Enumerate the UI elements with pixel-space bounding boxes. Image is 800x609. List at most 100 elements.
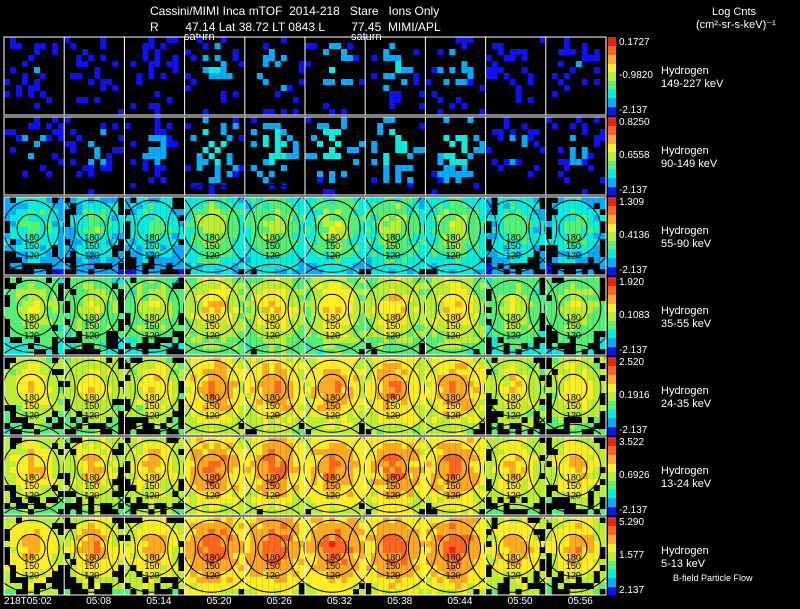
heat-cell xyxy=(40,43,46,49)
heat-cell xyxy=(136,337,143,343)
heat-cell xyxy=(226,437,233,443)
heat-cell xyxy=(329,177,335,183)
heat-cell xyxy=(533,313,540,319)
heat-cell xyxy=(208,289,215,295)
heat-cell xyxy=(256,405,263,411)
heat-cell xyxy=(323,393,329,399)
heat-cell xyxy=(413,509,420,515)
heat-cell xyxy=(503,423,510,429)
heat-cell xyxy=(232,443,239,449)
heat-cell xyxy=(262,399,269,405)
heat-cell xyxy=(335,399,341,405)
heat-cell xyxy=(587,55,594,61)
heat-cell xyxy=(184,301,191,307)
heat-cell xyxy=(220,269,227,275)
heat-cell xyxy=(214,455,221,461)
heat-cell xyxy=(305,503,311,509)
heat-cell xyxy=(425,461,432,467)
heat-cell xyxy=(124,277,131,283)
heat-cell xyxy=(365,369,372,375)
heat-cell xyxy=(329,331,335,337)
heat-cell xyxy=(521,375,528,381)
heat-cell xyxy=(563,369,570,375)
heat-cell xyxy=(22,283,28,289)
heat-cell xyxy=(280,429,287,435)
heat-cell xyxy=(359,227,365,233)
heat-cell xyxy=(527,269,534,275)
heat-cell xyxy=(347,411,353,417)
heat-cell xyxy=(515,209,522,215)
heat-cell xyxy=(130,375,137,381)
heat-cell xyxy=(353,369,359,375)
heat-cell xyxy=(311,423,317,429)
heat-cell xyxy=(503,411,510,417)
heat-cell xyxy=(160,277,167,283)
heat-cell xyxy=(599,233,606,239)
heat-cell xyxy=(455,503,462,509)
heat-cell xyxy=(491,369,498,375)
heat-cell xyxy=(533,129,540,135)
heat-cell xyxy=(40,429,46,435)
heat-cell xyxy=(292,449,299,455)
heat-cell xyxy=(94,393,101,399)
heat-cell xyxy=(100,295,107,301)
heat-cell xyxy=(569,221,576,227)
heat-cell xyxy=(557,239,564,245)
heat-cell xyxy=(82,215,89,221)
heat-cell xyxy=(455,215,462,221)
heat-cell xyxy=(311,337,317,343)
heat-cell xyxy=(317,245,323,251)
heat-cell xyxy=(136,269,143,275)
heat-cell xyxy=(335,263,341,269)
heat-cell xyxy=(148,497,155,503)
heat-cell xyxy=(46,461,52,467)
heat-cell xyxy=(10,147,16,153)
heat-cell xyxy=(389,375,396,381)
heat-cell xyxy=(491,295,498,301)
heat-cell xyxy=(250,331,257,337)
heat-cell xyxy=(166,491,173,497)
heat-cell xyxy=(323,443,329,449)
heat-cell xyxy=(353,381,359,387)
heat-cell xyxy=(407,67,414,73)
heat-cell xyxy=(305,369,311,375)
heat-cell xyxy=(250,509,257,515)
heat-cell xyxy=(335,443,341,449)
heat-cell xyxy=(244,215,251,221)
heat-cell xyxy=(184,509,191,515)
heat-cell xyxy=(581,387,588,393)
heat-cell xyxy=(94,343,101,349)
heat-cell xyxy=(317,449,323,455)
heat-cell xyxy=(190,461,197,467)
heat-cell xyxy=(491,313,498,319)
heat-cell xyxy=(280,363,287,369)
heat-cell xyxy=(437,227,444,233)
heat-cell xyxy=(575,405,582,411)
heat-cell xyxy=(503,387,510,393)
heat-cell xyxy=(407,411,414,417)
heat-cell xyxy=(238,215,245,221)
heat-cell xyxy=(425,485,432,491)
heat-cell xyxy=(292,417,299,423)
heat-cell xyxy=(88,467,95,473)
heat-cell xyxy=(581,245,588,251)
heat-cell xyxy=(286,215,293,221)
heat-cell xyxy=(467,443,474,449)
heat-cell xyxy=(329,497,335,503)
heat-cell xyxy=(220,91,227,97)
heat-cell xyxy=(341,117,347,123)
heat-cell xyxy=(124,245,131,251)
heat-cell xyxy=(88,375,95,381)
heat-cell xyxy=(118,331,125,337)
heat-cell xyxy=(280,479,287,485)
heat-cell xyxy=(94,381,101,387)
heat-cell xyxy=(521,123,528,129)
heat-cell xyxy=(425,423,432,429)
heat-cell xyxy=(461,239,468,245)
heat-cell xyxy=(34,283,40,289)
heat-cell xyxy=(413,461,420,467)
heat-cell xyxy=(395,331,402,337)
heat-cell xyxy=(208,405,215,411)
heat-cell xyxy=(431,197,438,203)
heat-cell xyxy=(220,405,227,411)
